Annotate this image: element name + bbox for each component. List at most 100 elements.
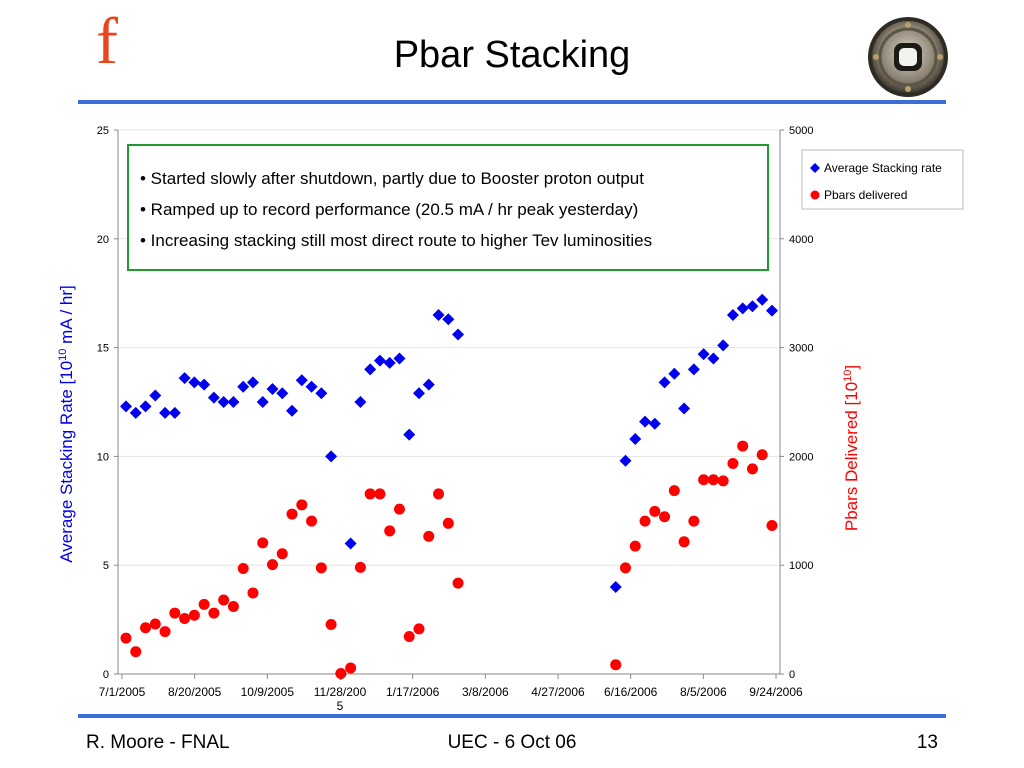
pbars-delivered-point bbox=[442, 517, 454, 529]
pbars-delivered-point bbox=[688, 515, 700, 527]
pbars-delivered-point bbox=[374, 488, 386, 500]
pbars-delivered-point bbox=[169, 607, 181, 619]
pbars-delivered-point bbox=[649, 505, 661, 517]
stacking-rate-point bbox=[452, 328, 465, 341]
x-tick-label: 10/9/2005 bbox=[241, 685, 295, 699]
stacking-rate-point bbox=[717, 339, 730, 352]
stacking-rate-point bbox=[668, 367, 681, 380]
x-tick-label: 8/5/2006 bbox=[680, 685, 727, 699]
stacking-rate-point bbox=[413, 387, 426, 400]
stacking-rate-point bbox=[432, 308, 445, 321]
pbars-delivered-point bbox=[413, 623, 425, 635]
stacking-rate-point bbox=[403, 428, 416, 441]
stacking-rate-point bbox=[344, 537, 357, 550]
pbars-delivered-point bbox=[188, 609, 200, 621]
pbars-delivered-point bbox=[737, 440, 749, 452]
stacking-rate-point bbox=[746, 300, 759, 313]
callout-box bbox=[127, 144, 769, 271]
pbars-delivered-point bbox=[354, 561, 366, 573]
legend-diamond-icon bbox=[810, 163, 820, 173]
callout-bullet-3: • Increasing stacking still most direct … bbox=[140, 231, 652, 250]
pbars-delivered-point bbox=[198, 598, 210, 610]
legend-label-pbars: Pbars delivered bbox=[824, 188, 907, 202]
stacking-rate-point bbox=[736, 302, 749, 315]
stacking-rate-point bbox=[442, 313, 455, 326]
stacking-rate-point bbox=[325, 450, 338, 463]
y-right-tick-label: 3000 bbox=[789, 343, 813, 355]
header-divider bbox=[78, 100, 946, 104]
pbars-delivered-point bbox=[629, 540, 641, 552]
pbars-delivered-point bbox=[433, 488, 445, 500]
stacking-rate-point bbox=[237, 380, 250, 393]
pbars-delivered-point bbox=[452, 577, 464, 589]
pbars-delivered-point bbox=[247, 587, 259, 599]
stacking-rate-point bbox=[129, 406, 142, 419]
stacking-rate-point bbox=[217, 396, 230, 408]
pbars-delivered-point bbox=[345, 662, 357, 674]
footer-divider bbox=[78, 714, 946, 718]
stacking-rate-point bbox=[766, 304, 778, 317]
stacking-rate-point bbox=[256, 396, 269, 408]
y-left-tick-label: 15 bbox=[97, 343, 109, 355]
pbars-delivered-point bbox=[403, 630, 415, 642]
pbars-delivered-point bbox=[325, 618, 337, 630]
legend bbox=[801, 149, 964, 210]
pbars-delivered-point bbox=[149, 618, 161, 630]
stacking-rate-point bbox=[178, 372, 191, 385]
y-axis-right-label: Pbars Delivered [1010] bbox=[842, 365, 861, 531]
y-right-tick-label: 4000 bbox=[789, 234, 813, 246]
stacking-rate-point bbox=[149, 389, 162, 402]
stacking-rate-point bbox=[373, 354, 386, 367]
x-tick-label: 3/8/2006 bbox=[462, 685, 509, 699]
pbars-delivered-point bbox=[179, 613, 191, 625]
pbars-delivered-point bbox=[140, 622, 152, 634]
pbars-delivered-point bbox=[296, 499, 308, 511]
stacking-rate-point bbox=[697, 348, 710, 361]
pbars-delivered-point bbox=[267, 559, 279, 571]
stacking-rate-point bbox=[726, 308, 739, 321]
y-left-tick-label: 20 bbox=[97, 234, 109, 246]
y-right-tick-label: 5000 bbox=[789, 125, 813, 137]
legend-label-stacking: Average Stacking rate bbox=[824, 161, 942, 175]
pbars-delivered-point bbox=[120, 632, 132, 644]
pbars-delivered-point bbox=[130, 646, 142, 658]
stacking-rate-point bbox=[354, 396, 367, 408]
pbars-delivered-point bbox=[364, 488, 376, 500]
stacking-rate-point bbox=[383, 356, 396, 369]
pbars-delivered-point bbox=[208, 607, 220, 619]
pbars-delivered-point bbox=[619, 562, 631, 574]
pbars-delivered-point bbox=[423, 530, 435, 542]
pbars-delivered-points bbox=[120, 440, 778, 679]
pbars-delivered-point bbox=[698, 474, 710, 486]
x-tick-label: 8/20/2005 bbox=[168, 685, 222, 699]
stacking-rate-point bbox=[619, 454, 632, 467]
y-right-tick-label: 2000 bbox=[789, 451, 813, 463]
x-tick-label: 7/1/2005 bbox=[99, 685, 146, 699]
stacking-rate-point bbox=[198, 378, 211, 391]
x-tick-label: 9/24/2006 bbox=[749, 685, 803, 699]
stacking-rate-point bbox=[207, 391, 220, 404]
stacking-rate-point bbox=[707, 352, 720, 365]
pbars-delivered-point bbox=[237, 562, 249, 574]
x-tick-label: 6/16/2006 bbox=[604, 685, 658, 699]
pbars-delivered-point bbox=[159, 626, 171, 638]
pbars-delivered-point bbox=[276, 548, 288, 560]
stacking-rate-point bbox=[159, 406, 172, 419]
pbars-delivered-point bbox=[717, 475, 729, 487]
stacking-rate-point bbox=[266, 382, 279, 395]
stacking-rate-point bbox=[609, 580, 622, 593]
pbars-delivered-point bbox=[639, 515, 651, 527]
y-right-tick-label: 1000 bbox=[789, 560, 813, 572]
stacking-rate-point bbox=[168, 406, 181, 419]
axes: 0 5 10 15 20 25 0 1000 2000 3000 4000 5000 7/1/2005 8… bbox=[97, 125, 814, 713]
y-left-tick-label: 0 bbox=[103, 669, 109, 681]
stacking-rate-point bbox=[227, 396, 240, 408]
y-right-tick-label: 0 bbox=[789, 669, 795, 681]
stacking-rate-point bbox=[295, 374, 308, 387]
stacking-chart: 0 5 10 15 20 25 0 1000 2000 3000 4000 5000 7/1/2005 8… bbox=[57, 125, 964, 713]
stacking-rate-point bbox=[286, 404, 299, 417]
pbars-delivered-point bbox=[756, 449, 768, 461]
pbars-delivered-point bbox=[610, 659, 622, 671]
slide-title: Pbar Stacking bbox=[393, 34, 631, 76]
pbars-delivered-point bbox=[668, 485, 680, 497]
